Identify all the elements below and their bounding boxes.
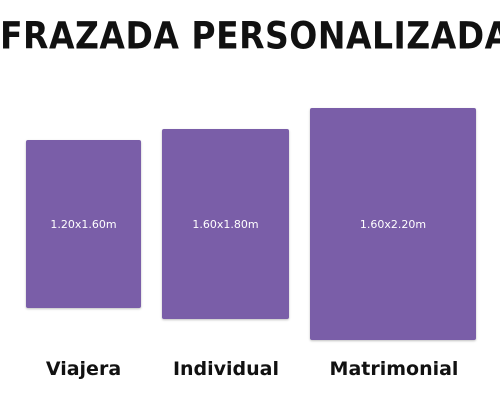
name-label-matrimonial: Matrimonial bbox=[329, 358, 459, 380]
name-label-individual: Individual bbox=[172, 358, 280, 380]
size-label-matrimonial: 1.60x2.20m bbox=[359, 217, 427, 231]
page-title: FRAZADA PERSONALIZADA bbox=[0, 14, 500, 58]
name-label-viajera: Viajera bbox=[45, 358, 122, 380]
blanket-swatch-individual: 1.60x1.80m bbox=[162, 129, 289, 319]
size-label-viajera: 1.20x1.60m bbox=[50, 217, 117, 231]
blanket-swatch-viajera: 1.20x1.60m bbox=[26, 140, 141, 308]
blanket-swatch-matrimonial: 1.60x2.20m bbox=[310, 108, 476, 340]
size-label-individual: 1.60x1.80m bbox=[192, 217, 259, 231]
